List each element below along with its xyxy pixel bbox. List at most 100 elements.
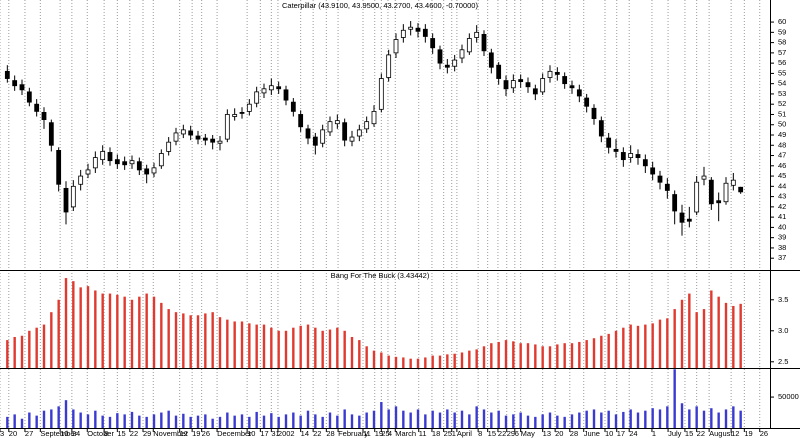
bar	[394, 406, 398, 428]
bar	[314, 414, 317, 428]
x-tick-label: 18	[432, 429, 440, 438]
bar	[248, 416, 251, 428]
bar	[79, 287, 82, 368]
bar	[592, 409, 596, 428]
x-tick-label: 31	[271, 429, 279, 438]
bar	[358, 340, 361, 368]
bar	[519, 412, 522, 428]
x-tick-label: 28	[326, 429, 334, 438]
x-tick-label: 10	[247, 429, 255, 438]
x-tick-label: 17	[260, 429, 268, 438]
x-tick-label: 26	[202, 429, 210, 438]
candle-body	[4, 70, 10, 79]
candle-body	[532, 88, 538, 95]
bar	[497, 410, 500, 428]
bar	[651, 408, 654, 428]
candle-body	[100, 151, 106, 161]
bar	[607, 333, 610, 368]
bar	[167, 410, 170, 428]
bar	[431, 355, 434, 368]
chart-title: Caterpillar (43.9100, 43.9500, 43.2700, …	[282, 1, 478, 10]
bar	[57, 406, 60, 428]
bar	[438, 412, 442, 428]
bar	[717, 412, 720, 428]
bar	[284, 330, 288, 368]
x-tick-label: 10	[60, 429, 68, 438]
bar	[182, 413, 185, 428]
bar	[299, 415, 302, 428]
candle-body	[430, 38, 436, 49]
bar	[541, 414, 544, 428]
x-tick-label: March	[395, 429, 416, 438]
candle-body	[730, 179, 736, 186]
x-tick-label: 3	[0, 429, 4, 438]
candle-body	[642, 159, 648, 167]
bar	[123, 296, 126, 368]
candle-body	[576, 89, 582, 97]
bar	[409, 412, 412, 428]
y-tick-label: 2.5	[778, 357, 788, 366]
candle-body	[276, 86, 282, 90]
bar	[50, 409, 53, 428]
candle-body	[386, 54, 392, 78]
bar	[174, 415, 178, 428]
bar	[651, 323, 654, 368]
bar	[20, 418, 24, 428]
candle-body	[268, 85, 274, 91]
bar	[460, 352, 464, 368]
candle-body	[246, 103, 252, 112]
bar	[64, 400, 68, 428]
x-tick-label: 12	[731, 429, 739, 438]
bar	[526, 343, 530, 368]
candle-body	[606, 137, 612, 148]
bar	[35, 415, 38, 428]
candle-body	[239, 112, 245, 114]
bar	[328, 329, 332, 368]
x-tick-label: 13	[543, 429, 551, 438]
bar	[600, 412, 603, 428]
bar	[739, 410, 742, 428]
candle-body	[26, 91, 32, 103]
bar	[233, 415, 236, 428]
bar	[42, 410, 46, 428]
bar	[277, 416, 280, 428]
bar	[189, 315, 192, 368]
candle-body	[657, 175, 663, 183]
bar	[409, 358, 412, 368]
x-tick-label: 15	[685, 429, 693, 438]
x-tick-label: 22	[697, 429, 705, 438]
x-tick-label: 22	[313, 429, 321, 438]
candle-body	[540, 78, 546, 93]
y-tick-label: 46	[778, 161, 786, 170]
y-tick-label: 60	[778, 17, 786, 26]
bar	[101, 415, 104, 428]
bar	[336, 415, 339, 428]
bar	[585, 340, 588, 368]
bar	[592, 338, 596, 368]
bar	[336, 327, 339, 368]
bar	[541, 346, 544, 368]
bar	[6, 340, 9, 368]
candle-body	[466, 38, 472, 53]
bar	[240, 321, 244, 368]
candle-body	[364, 121, 370, 130]
y-tick-label: 53	[778, 89, 786, 98]
bar	[424, 414, 427, 428]
y-tick-label: 51	[778, 109, 786, 118]
candle-body	[254, 91, 260, 104]
bar	[394, 356, 398, 368]
bar	[636, 412, 640, 428]
bar	[182, 313, 185, 368]
y-tick-label: 43	[778, 192, 786, 201]
bar	[629, 409, 632, 428]
candle-body	[525, 82, 531, 88]
bar	[622, 411, 625, 428]
bar	[468, 414, 471, 428]
bar	[387, 409, 390, 428]
candle-body	[114, 159, 120, 165]
bar	[534, 416, 537, 428]
x-tick-label: 19	[192, 429, 200, 438]
bar	[328, 412, 332, 428]
bar	[160, 302, 163, 368]
candle-body	[305, 128, 311, 139]
